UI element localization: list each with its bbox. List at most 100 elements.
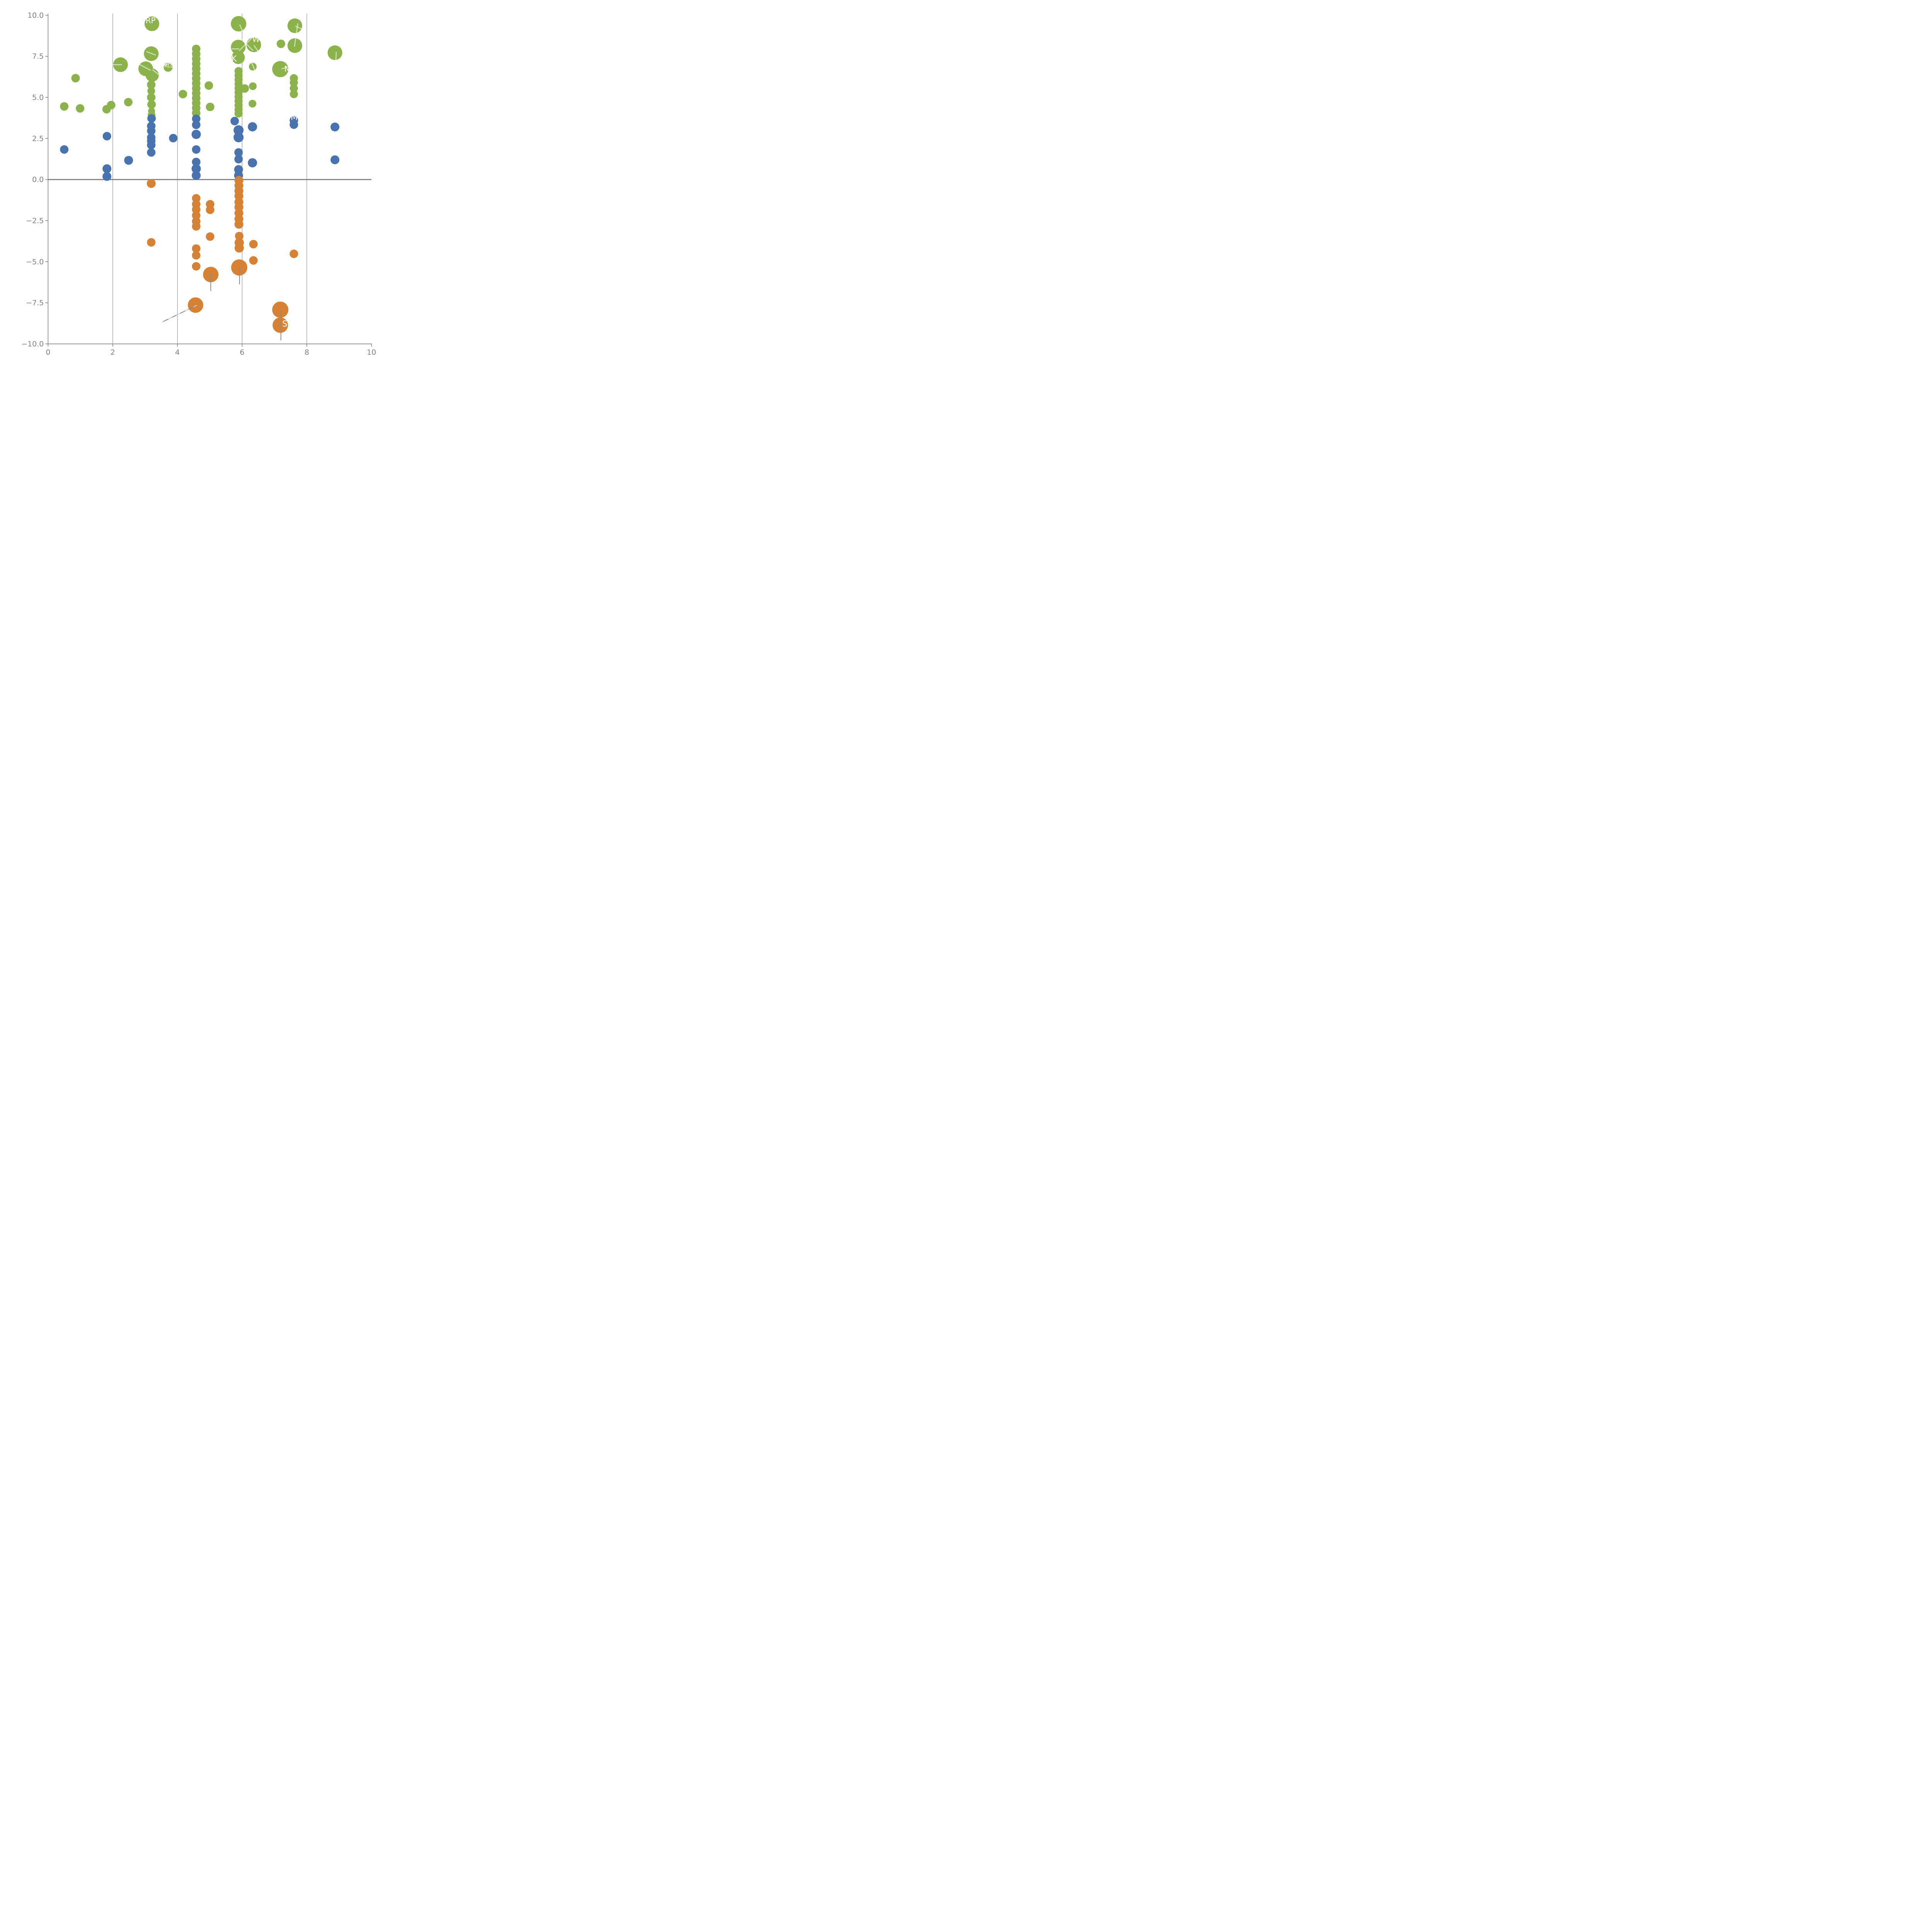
green-bubble[interactable] — [231, 39, 246, 54]
light-leader-line — [239, 24, 243, 32]
blue-bubble[interactable] — [102, 132, 111, 141]
green-bubble[interactable] — [249, 82, 257, 90]
light-leader-line — [335, 52, 337, 67]
blue-bubble[interactable] — [289, 120, 298, 129]
blue-bubble[interactable] — [60, 145, 69, 154]
green-bubble[interactable] — [248, 100, 257, 108]
blue-bubble[interactable] — [102, 164, 112, 173]
blue-bubble[interactable] — [192, 158, 201, 167]
blue-bubble[interactable] — [102, 172, 112, 181]
blue-bubble[interactable] — [230, 117, 239, 126]
orange-bubble[interactable] — [235, 243, 244, 253]
scatter-plot-canvas: 10.07.55.02.50.0−2.5−5.0−7.5−10.00 2 4 6 8 10… — [21, 11, 376, 357]
blue-bubble[interactable] — [192, 171, 201, 180]
green-bubble[interactable] — [240, 84, 249, 93]
y-axis-tick-label: −10.0 — [21, 340, 44, 349]
light-leader-line — [239, 36, 253, 51]
series-green-bubbles — [60, 16, 342, 119]
orange-bubble[interactable] — [192, 194, 201, 203]
orange-bubble[interactable] — [289, 249, 298, 258]
green-bubble[interactable] — [234, 109, 243, 118]
green-bubble[interactable] — [145, 68, 159, 82]
green-bubble[interactable] — [107, 101, 116, 110]
green-bubble[interactable] — [290, 78, 298, 87]
orange-bubble[interactable] — [192, 262, 201, 271]
bubble-label-s: S — [282, 319, 287, 328]
orange-bubble[interactable] — [188, 297, 204, 313]
orange-bubble[interactable] — [272, 317, 288, 333]
blue-bubble[interactable] — [147, 141, 156, 150]
orange-bubble[interactable] — [192, 222, 201, 231]
green-bubble[interactable] — [287, 18, 303, 33]
blue-bubble[interactable] — [330, 155, 340, 165]
orange-bubble[interactable] — [147, 238, 156, 247]
green-bubble[interactable] — [179, 90, 187, 99]
green-bubble[interactable] — [231, 16, 247, 32]
orange-bubble[interactable] — [206, 232, 214, 241]
blue-bubble[interactable] — [248, 122, 257, 132]
axes-layer: 10.0 7.5 5.0 2.5 0.0 −2.5 −5.0 −7.5 −10.00 2 4 6 8 10 — [21, 11, 376, 357]
bubble-label-rp: RP — [146, 16, 156, 25]
green-bubble[interactable] — [290, 90, 298, 99]
y-axis-tick-label: −5.0 — [26, 258, 44, 266]
green-bubble[interactable] — [290, 84, 298, 93]
green-bubble[interactable] — [147, 87, 155, 95]
blue-bubble[interactable] — [147, 114, 156, 123]
blue-bubble[interactable] — [234, 155, 243, 163]
orange-bubble[interactable] — [206, 205, 214, 214]
green-bubble[interactable] — [147, 93, 156, 102]
orange-bubble[interactable] — [146, 179, 156, 188]
green-bubble[interactable] — [277, 39, 286, 48]
orange-bubble[interactable] — [249, 240, 258, 248]
green-bubble[interactable] — [71, 74, 80, 83]
x-axis-tick-label: 6 — [240, 348, 245, 357]
orange-bubble[interactable] — [249, 256, 258, 265]
light-leader-line — [156, 63, 170, 69]
blue-bubble[interactable] — [233, 132, 244, 143]
green-bubble[interactable] — [231, 51, 245, 64]
blue-bubble[interactable] — [234, 148, 243, 157]
y-axis-tick-label: 7.5 — [32, 52, 44, 61]
x-axis-tick-label: 10 — [367, 348, 376, 357]
blue-bubble[interactable] — [330, 122, 340, 132]
blue-bubble[interactable] — [192, 114, 201, 123]
series-orange-bubbles — [146, 176, 298, 333]
orange-bubble[interactable] — [234, 191, 243, 201]
green-bubble[interactable] — [147, 100, 156, 109]
green-bubble[interactable] — [145, 16, 160, 31]
green-bubble[interactable] — [246, 37, 261, 52]
green-bubble[interactable] — [60, 102, 69, 111]
green-bubble[interactable] — [76, 104, 85, 113]
green-bubble[interactable] — [124, 98, 133, 107]
green-bubble[interactable] — [204, 81, 213, 90]
light-leader-line — [139, 64, 151, 71]
x-axis-tick-label: 0 — [46, 348, 50, 357]
green-bubble[interactable] — [272, 61, 289, 77]
orange-bubble[interactable] — [192, 211, 201, 220]
green-bubble[interactable] — [206, 102, 214, 111]
bubble-label-m: M — [291, 113, 298, 122]
blue-bubble[interactable] — [233, 125, 244, 136]
orange-bubble[interactable] — [234, 219, 243, 229]
blue-bubble[interactable] — [169, 134, 178, 143]
green-bubble[interactable] — [327, 45, 342, 60]
blue-bubble[interactable] — [147, 148, 156, 157]
light-leader-line — [146, 51, 156, 56]
blue-bubble[interactable] — [192, 121, 201, 129]
green-bubble[interactable] — [147, 80, 156, 89]
blue-bubble[interactable] — [124, 156, 133, 165]
orange-bubble[interactable] — [272, 301, 289, 318]
y-axis-tick-label: 5.0 — [32, 94, 44, 102]
blue-bubble[interactable] — [191, 129, 201, 139]
blue-bubble[interactable] — [248, 158, 257, 168]
orange-bubble[interactable] — [192, 244, 201, 253]
blue-bubble[interactable] — [191, 164, 201, 173]
y-axis-tick-label: −2.5 — [26, 217, 44, 225]
blue-bubble[interactable] — [147, 126, 156, 135]
gray-leader-line-dash — [163, 305, 197, 322]
orange-bubble[interactable] — [192, 251, 201, 260]
bubble-label-k: K — [231, 54, 237, 63]
orange-bubble[interactable] — [235, 232, 244, 241]
blue-bubble[interactable] — [192, 145, 201, 154]
orange-bubble[interactable] — [192, 205, 201, 214]
